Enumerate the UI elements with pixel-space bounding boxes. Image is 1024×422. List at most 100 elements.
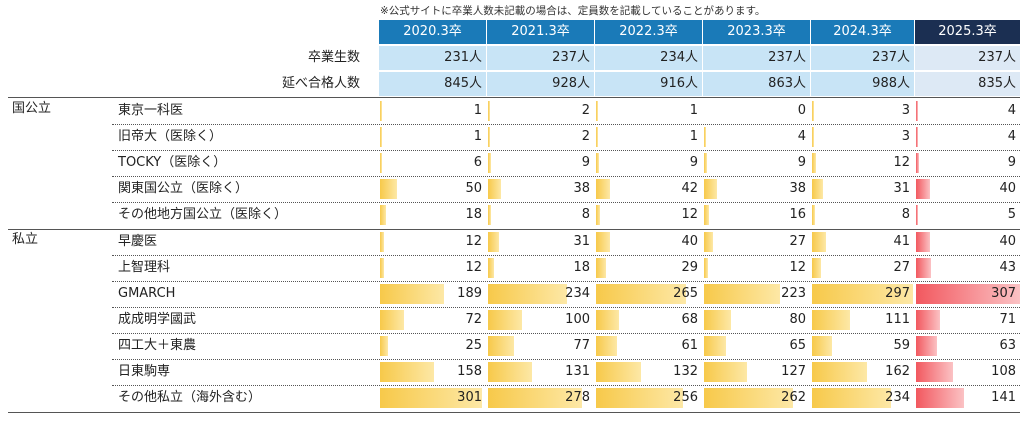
bar-value: 9 xyxy=(689,155,698,170)
separator-line xyxy=(8,412,1020,413)
bar xyxy=(916,362,953,382)
bar xyxy=(380,205,386,225)
bar-value: 4 xyxy=(797,129,806,144)
row-divider xyxy=(112,124,1020,125)
bar xyxy=(380,101,382,121)
graduates-value: 237人 xyxy=(811,46,914,70)
bar-value: 43 xyxy=(999,260,1016,275)
category-label: その他地方国公立（医除く） xyxy=(118,207,288,222)
bar xyxy=(704,232,713,252)
passes-value: 916人 xyxy=(595,72,702,96)
year-header: 2025.3卒 xyxy=(915,20,1020,44)
bar-value: 29 xyxy=(681,260,698,275)
bar xyxy=(488,127,490,147)
bar xyxy=(488,101,490,121)
bar-value: 278 xyxy=(565,390,590,405)
bar-value: 6 xyxy=(473,155,482,170)
row-divider xyxy=(112,281,1020,282)
bar-value: 12 xyxy=(681,207,698,222)
bar-value: 111 xyxy=(885,312,910,327)
bar-value: 42 xyxy=(681,181,698,196)
graduates-value: 237人 xyxy=(487,46,594,70)
bar-value: 18 xyxy=(573,260,590,275)
bar-value: 265 xyxy=(673,286,698,301)
bar xyxy=(704,127,706,147)
year-header: 2020.3卒 xyxy=(379,20,486,44)
bar xyxy=(704,153,707,173)
category-label: 上智理科 xyxy=(118,260,171,275)
bar-value: 0 xyxy=(797,103,806,118)
year-header: 2021.3卒 xyxy=(487,20,594,44)
passes-value: 988人 xyxy=(811,72,914,96)
bar xyxy=(916,101,918,121)
bar-value: 223 xyxy=(781,286,806,301)
bar-value: 100 xyxy=(565,312,590,327)
bar xyxy=(916,153,919,173)
bar-value: 41 xyxy=(893,234,910,249)
bar xyxy=(488,362,532,382)
bar xyxy=(704,362,747,382)
bar xyxy=(812,101,814,121)
bar xyxy=(380,153,382,173)
bar-value: 12 xyxy=(465,234,482,249)
category-label: GMARCH xyxy=(118,286,176,301)
footnote: ※公式サイトに卒業人数未記載の場合は、定員数を記載していることがあります。 xyxy=(380,5,766,17)
bar xyxy=(596,232,610,252)
bar-value: 108 xyxy=(991,364,1016,379)
bar-value: 132 xyxy=(673,364,698,379)
bar xyxy=(488,232,499,252)
bar xyxy=(380,362,434,382)
bar xyxy=(812,310,850,330)
bar-value: 63 xyxy=(999,338,1016,353)
bar xyxy=(812,153,816,173)
passes-label: 延べ合格人数 xyxy=(281,76,360,91)
bar xyxy=(596,284,686,304)
bar xyxy=(916,388,964,408)
bar xyxy=(380,127,382,147)
bar-value: 307 xyxy=(991,286,1016,301)
bar-value: 27 xyxy=(893,260,910,275)
bar xyxy=(596,258,606,278)
bar-value: 131 xyxy=(565,364,590,379)
group-label-private: 私立 xyxy=(12,232,39,247)
bar xyxy=(596,127,598,147)
bar-value: 4 xyxy=(1007,129,1016,144)
graduates-label: 卒業生数 xyxy=(307,50,360,65)
bar-value: 12 xyxy=(789,260,806,275)
bar xyxy=(596,205,600,225)
bar-value: 38 xyxy=(789,181,806,196)
bar-value: 61 xyxy=(681,338,698,353)
bar-value: 1 xyxy=(689,103,698,118)
row-divider xyxy=(112,333,1020,334)
bar xyxy=(380,232,384,252)
category-label: TOCKY（医除く） xyxy=(118,155,227,170)
bar-value: 234 xyxy=(565,286,590,301)
bar xyxy=(704,258,708,278)
bar-value: 3 xyxy=(901,103,910,118)
bar-value: 189 xyxy=(457,286,482,301)
bar xyxy=(704,179,717,199)
bar-value: 25 xyxy=(465,338,482,353)
category-label: 日東駒専 xyxy=(118,364,171,379)
bar-value: 38 xyxy=(573,181,590,196)
bar xyxy=(704,205,709,225)
category-label: 早慶医 xyxy=(118,234,158,249)
row-divider xyxy=(112,202,1020,203)
bar xyxy=(916,179,930,199)
year-header: 2023.3卒 xyxy=(703,20,810,44)
bar xyxy=(596,153,599,173)
bar xyxy=(812,388,891,408)
bar xyxy=(704,388,793,408)
bar-value: 72 xyxy=(465,312,482,327)
bar xyxy=(812,336,832,356)
bar-value: 12 xyxy=(893,155,910,170)
bar xyxy=(916,310,940,330)
bar xyxy=(704,336,726,356)
bar-value: 162 xyxy=(885,364,910,379)
bar xyxy=(812,258,821,278)
bar-value: 262 xyxy=(781,390,806,405)
category-label: 成成明学國武 xyxy=(118,312,197,327)
bar xyxy=(488,336,514,356)
bar-value: 2 xyxy=(581,129,590,144)
graduates-value: 237人 xyxy=(915,46,1020,70)
